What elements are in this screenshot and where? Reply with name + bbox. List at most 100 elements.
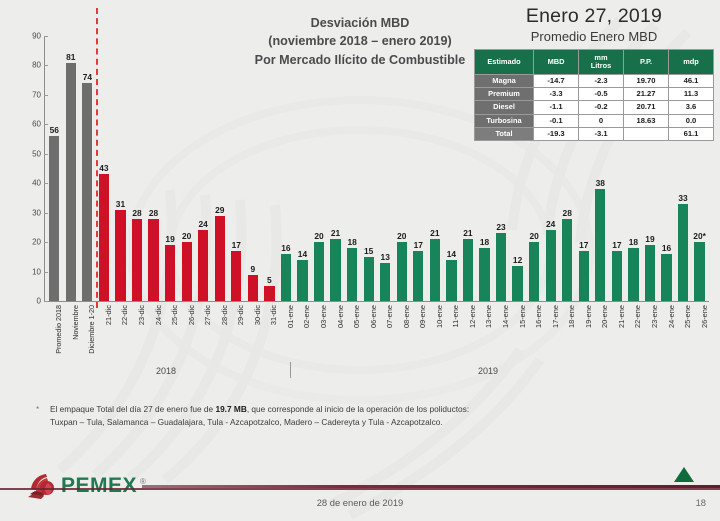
y-tick-label: 10 [32,267,41,277]
bar-15-ene: 12 [512,255,523,301]
bar-value-label: 23 [496,222,506,233]
y-tick-mark [44,65,48,67]
year-label-2018: 2018 [156,366,177,376]
footnote-line1-pre: El empaque Total del día 27 de enero fue… [50,404,216,414]
x-label-09-ene: 09-ene [410,303,427,361]
y-tick-label: 30 [32,208,41,218]
x-label-19-ene: 19-ene [576,303,593,361]
x-axis-labels: Promedio 2018 Noviembre Diciembre 1-20 21-d… [46,303,708,361]
bar-chart: 0 10 20 30 40 50 60 70 80 90 56 81 74 43 31 28 28 19 20 24… [0,8,714,390]
header-right: Enero 27, 2019 Promedio Enero MBD Estima… [470,2,718,141]
estimate-table-head: Estimado MBD mm Litros P.P. mdp [474,49,714,75]
chart-title: Desviación MBD (noviembre 2018 – enero 2… [225,14,495,69]
row-header-magna: Magna [474,73,534,89]
bar-value-label: 15 [363,245,374,256]
bar-slot: 56 [46,36,63,301]
x-label-25-ene: 25-ene [675,303,692,361]
plot-area: 56 81 74 43 31 28 28 19 20 24 29 17 9 5 16 14 20 21 18 15 13… [46,8,708,308]
bar-slot: 20 [178,36,195,301]
x-label-05-ene: 05-ene [344,303,361,361]
bar-value-label: 16 [281,242,291,253]
bar-slot: 17 [228,36,245,301]
x-label-07-ene: 07-ene [377,303,394,361]
footer-date: 28 de enero de 2019 [316,497,404,508]
estimate-table: Estimado MBD mm Litros P.P. mdp Magna -14… [474,49,714,141]
bar-31-dic: 5 [264,275,275,301]
x-label-28-dic: 28-dic [211,303,229,361]
bar-slot: 17 [410,36,427,301]
bar-20-ene: 38 [595,178,606,301]
bar-27-dic: 24 [198,219,209,301]
y-tick-mark [44,153,48,155]
bar-slot: 20 [393,36,410,301]
bar-24-ene: 16 [661,243,672,301]
bar-slot: 18 [344,36,361,301]
x-label-diciembre-1-20: Diciembre 1-20 [79,303,96,361]
bar-10-ene: 21 [429,228,440,301]
page-subtitle: Promedio Enero MBD [530,29,658,44]
y-tick-mark [44,212,48,214]
y-tick-label: 40 [32,178,41,188]
col-estimado: Estimado [474,49,534,75]
bar-11-ene: 14 [446,249,457,301]
x-label-11-ene: 11-ene [443,303,460,361]
bar-21-dic: 43 [98,163,110,301]
bar-01-ene: 16 [280,243,292,301]
y-tick-mark [44,94,48,96]
bar-value-label: 81 [66,51,76,62]
y-tick-label: 50 [32,149,41,159]
bar-slot: 12 [509,36,526,301]
bar-value-label: 17 [231,239,241,250]
x-label-24-ene: 24-ene [658,303,676,361]
bar-28-dic: 29 [214,205,225,301]
x-label-14-ene: 14-ene [493,303,510,361]
x-label-29-dic: 29-dic [228,303,245,361]
table-row: Total -19.3 -3.1 61.1 [474,126,714,141]
bar-value-label: 28 [562,207,572,218]
bar-value-label: 13 [380,251,390,262]
x-label-08-ene: 08-ene [393,303,411,361]
bar-slot: 21 [460,36,477,301]
page-title: Enero 27, 2019 [525,5,663,27]
bar-value-label: 28 [132,207,142,218]
bar-02-ene: 14 [297,249,308,301]
bar-diciembre-1-20: 74 [82,72,93,301]
footer: PEMEX ® 28 de enero de 2019 18 [0,461,720,521]
y-tick-label: 80 [32,60,41,70]
pemex-wordmark: PEMEX [61,474,138,497]
bar-21-ene: 17 [611,240,622,301]
bar-value-label: 20 [181,231,192,242]
bar-slot: 5 [261,36,278,301]
cell-mbd: -14.7 [533,73,579,89]
x-label-10-ene: 10-ene [427,303,444,361]
bar-slot: 16 [658,36,675,301]
table-row: Magna -14.7 -2.3 19.70 46.1 [474,73,714,89]
row-header-turbosina: Turbosina [474,113,534,128]
x-label-noviembre: Noviembre [63,303,80,361]
x-label-04-ene: 04-ene [327,303,345,361]
chart-title-line3: Por Mercado Ilícito de Combustible [254,52,466,67]
bar-value-label: 21 [463,228,473,239]
cell-mdp: 11.3 [668,87,714,102]
bar-value-label: 5 [267,275,272,286]
col-pp: P.P. [623,49,669,75]
table-header-row: Estimado MBD mm Litros P.P. mdp [474,49,714,75]
x-label-17-ene: 17-ene [542,303,560,361]
y-tick-mark [44,301,48,302]
bar-value-label: 14 [297,248,308,259]
bar-04-ene: 21 [330,228,341,301]
bar-value-label: 28 [148,207,159,218]
x-label-21-ene: 21-ene [609,303,626,361]
bar-slot: 28 [559,36,576,301]
footnote-line-1: El empaque Total del día 27 de enero fue… [50,403,690,416]
x-label-18-ene: 18-ene [559,303,576,361]
bar-slot: 81 [63,36,80,301]
bar-value-label: 14 [446,248,457,259]
bar-value-label: 21 [330,228,341,239]
bar-slot: 28 [145,36,162,301]
bar-slot: 21 [327,36,344,301]
bar-slot: 17 [609,36,626,301]
x-label-22-dic: 22-dic [112,303,129,361]
bar-12-ene: 21 [462,228,474,301]
